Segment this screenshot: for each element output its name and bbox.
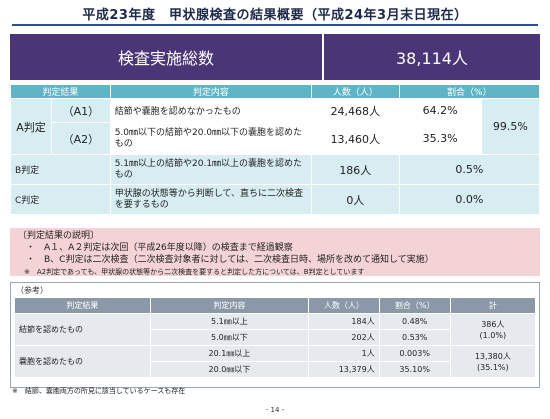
reference-label: （参考） xyxy=(16,286,48,295)
row-pct: 0.0% xyxy=(398,184,541,215)
explanation-note: ※ A2判定であっても、甲状腺の状態等から二次検査を要すると判定した方については… xyxy=(24,268,365,276)
ref-row-content: 5.1㎜以上 xyxy=(149,313,310,330)
ref-header-count: 人数（人） xyxy=(308,297,380,314)
row-count: 13,460人 xyxy=(311,122,400,155)
results-table: 判定結果 判定内容 人数（人） 割合（%） A判定 （A1） 結節や嚢胞を認めな… xyxy=(9,84,541,215)
row-content: 5.0㎜以下の結節や20.0㎜以下の嚢胞を認めたもの xyxy=(109,122,313,155)
table-row: B判定 5.1㎜以上の結節や20.1㎜以上の嚢胞を認めたもの 186人 0.5% xyxy=(10,154,541,185)
page-title: 平成23年度 甲状腺検査の結果概要（平成24年3月末日現在） xyxy=(82,8,468,23)
row-code: （A2） xyxy=(51,122,111,155)
header-content: 判定内容 xyxy=(109,84,313,99)
ref-row-count: 13,379人 xyxy=(308,361,380,378)
ref-header-total: 計 xyxy=(449,297,537,314)
ref-header-result: 判定結果 xyxy=(14,297,151,314)
row-pct: 35.3% xyxy=(398,122,482,155)
ref-row-content: 20.0㎜以下 xyxy=(149,361,310,378)
row-content: 5.1㎜以上の結節や20.1㎜以上の嚢胞を認めたもの xyxy=(109,154,313,185)
ref-header-pct: 割合（%） xyxy=(378,297,451,314)
header-count: 人数（人） xyxy=(311,84,400,99)
table-row: （A2） 5.0㎜以下の結節や20.0㎜以下の嚢胞を認めたもの 13,460人 … xyxy=(10,122,540,155)
ref-row-pct: 0.003% xyxy=(378,345,451,362)
total-label-banner: 検査実施総数 xyxy=(10,34,322,80)
ref-group-total-pct: (1.0%) xyxy=(479,330,507,340)
ref-row-pct: 0.48% xyxy=(378,313,451,330)
table-row: 結節を認めたもの 5.1㎜以上 184人 0.48% 386人 (1.0%) xyxy=(14,313,537,346)
total-value-banner: 38,114人 xyxy=(324,34,540,80)
ref-row-pct: 35.10% xyxy=(378,361,451,378)
ref-group-total-count: 13,380人 xyxy=(474,351,511,361)
ref-row-pct: 0.53% xyxy=(378,329,451,346)
ref-row-content: 5.0㎜以下 xyxy=(149,329,310,346)
ref-row-count: 1人 xyxy=(308,345,380,362)
ref-group-total: 386人 (1.0%) xyxy=(449,313,537,346)
row-count: 0人 xyxy=(311,184,400,215)
header-result: 判定結果 xyxy=(10,84,111,99)
ref-row-count: 202人 xyxy=(308,329,380,346)
ref-group-name: 嚢胞を認めたもの xyxy=(14,345,151,378)
ref-group-total: 13,380人 (35.1%) xyxy=(449,345,537,378)
explanation-item: ・ B、C判定は二次検査（二次検査対象者に対しては、二次検査日時、場所を改めて通… xyxy=(26,255,434,265)
footnote: ※ 結節、嚢胞両方の所見に該当しているケースも存在 xyxy=(12,387,186,395)
row-count: 186人 xyxy=(311,154,400,185)
table-row: A判定 （A1） 結節や嚢胞を認めなかったもの 24,468人 64.2% 99… xyxy=(9,98,541,155)
ref-row-count: 184人 xyxy=(308,313,380,330)
row-code: C判定 xyxy=(10,184,111,215)
results-header-row: 判定結果 判定内容 人数（人） 割合（%） xyxy=(10,84,541,99)
page-number: - 14 - xyxy=(265,406,285,414)
row-pct: 64.2% xyxy=(398,98,482,123)
title-divider xyxy=(12,24,538,26)
row-content: 結節や嚢胞を認めなかったもの xyxy=(109,98,313,123)
reference-box xyxy=(10,282,540,388)
row-code: B判定 xyxy=(10,154,111,185)
a-group-label: A判定 xyxy=(9,98,53,155)
table-row: C判定 甲状腺の状態等から判断して、直ちに二次検査を要するもの 0人 0.0% xyxy=(10,184,541,215)
explanation-box: 〔判定結果の説明〕 ・ A１、A２判定は次回（平成26年度以降）の検査まで経過観… xyxy=(10,228,540,276)
row-pct: 0.5% xyxy=(398,154,541,185)
table-row: 嚢胞を認めたもの 20.1㎜以上 1人 0.003% 13,380人 (35.1… xyxy=(14,345,537,378)
total-value: 38,114人 xyxy=(396,49,468,68)
explanation-item: ・ A１、A２判定は次回（平成26年度以降）の検査まで経過観察 xyxy=(26,243,293,253)
header-pct: 割合（%） xyxy=(398,84,541,99)
table-row: 20.0㎜以下 13,379人 35.10% xyxy=(15,361,536,378)
reference-table: 判定結果 判定内容 人数（人） 割合（%） 計 結節を認めたもの 5.1㎜以上 … xyxy=(14,297,537,378)
ref-group-name: 結節を認めたもの xyxy=(14,313,151,346)
total-label: 検査実施総数 xyxy=(117,49,214,68)
row-code: （A1） xyxy=(51,98,111,123)
reference-header-row: 判定結果 判定内容 人数（人） 割合（%） 計 xyxy=(14,297,537,314)
a-total-pct: 99.5% xyxy=(480,98,541,155)
ref-header-content: 判定内容 xyxy=(149,297,310,314)
row-count: 24,468人 xyxy=(311,98,400,123)
ref-group-total-pct: (35.1%) xyxy=(477,362,509,372)
ref-group-total-count: 386人 xyxy=(481,319,505,329)
ref-row-content: 20.1㎜以上 xyxy=(149,345,310,362)
row-content: 甲状腺の状態等から判断して、直ちに二次検査を要するもの xyxy=(109,184,313,215)
explanation-heading: 〔判定結果の説明〕 xyxy=(18,231,100,241)
